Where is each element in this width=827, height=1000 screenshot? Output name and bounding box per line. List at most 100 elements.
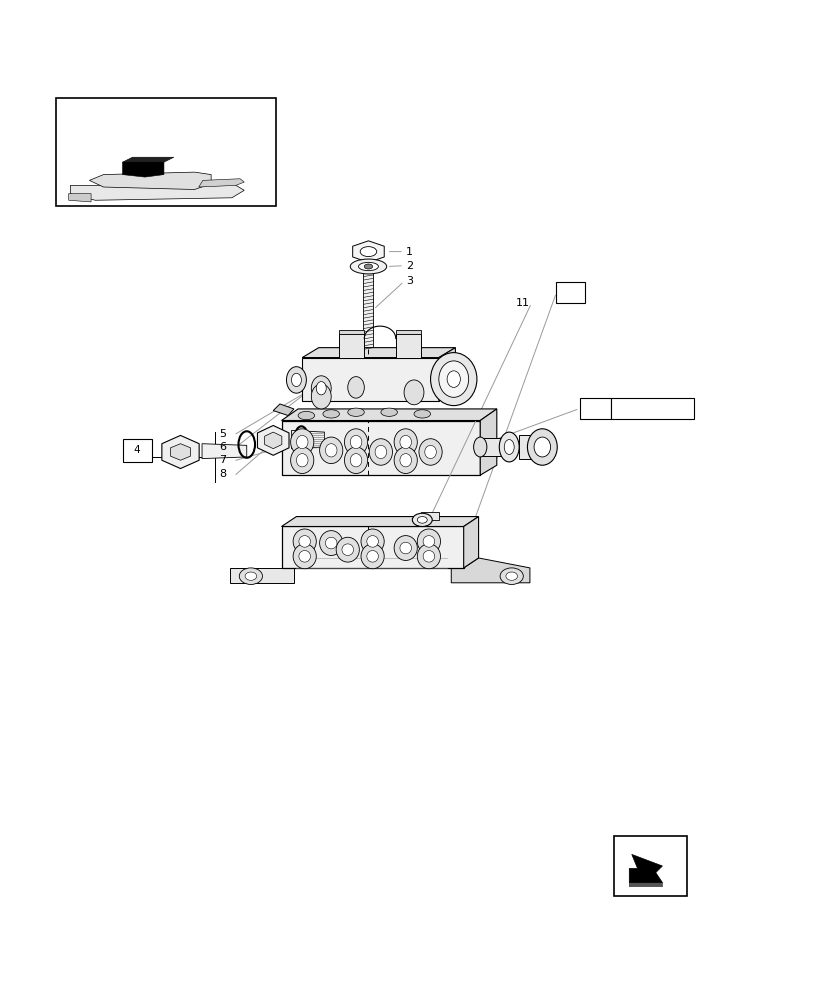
Text: 10: 10 bbox=[588, 404, 601, 414]
Ellipse shape bbox=[291, 373, 301, 387]
Ellipse shape bbox=[325, 537, 337, 549]
Bar bbox=[56, 98, 275, 206]
Ellipse shape bbox=[361, 544, 384, 569]
Ellipse shape bbox=[293, 529, 316, 554]
Ellipse shape bbox=[319, 437, 342, 464]
Text: 3: 3 bbox=[405, 276, 412, 286]
Text: 1.82.7/A: 1.82.7/A bbox=[630, 404, 673, 414]
Ellipse shape bbox=[366, 536, 378, 547]
Bar bbox=[556, 282, 585, 303]
Polygon shape bbox=[629, 873, 662, 887]
Ellipse shape bbox=[430, 353, 476, 406]
Polygon shape bbox=[202, 444, 246, 459]
Polygon shape bbox=[281, 421, 480, 475]
Polygon shape bbox=[519, 435, 542, 459]
Ellipse shape bbox=[404, 380, 423, 405]
Text: 2: 2 bbox=[405, 261, 413, 271]
Ellipse shape bbox=[323, 410, 339, 418]
Ellipse shape bbox=[417, 544, 440, 569]
Ellipse shape bbox=[347, 377, 364, 398]
Polygon shape bbox=[70, 183, 244, 200]
Ellipse shape bbox=[533, 437, 550, 457]
Ellipse shape bbox=[366, 551, 378, 562]
Bar bbox=[610, 398, 693, 419]
Polygon shape bbox=[395, 334, 420, 358]
Bar bbox=[579, 398, 610, 419]
Ellipse shape bbox=[311, 384, 331, 409]
Ellipse shape bbox=[299, 536, 310, 547]
Ellipse shape bbox=[438, 361, 468, 397]
Ellipse shape bbox=[418, 439, 442, 465]
Ellipse shape bbox=[375, 445, 386, 459]
Text: 11: 11 bbox=[515, 298, 529, 308]
Polygon shape bbox=[480, 409, 496, 475]
Ellipse shape bbox=[239, 568, 262, 584]
Text: 5: 5 bbox=[219, 429, 226, 439]
Ellipse shape bbox=[504, 440, 514, 454]
Ellipse shape bbox=[296, 435, 308, 449]
Polygon shape bbox=[463, 517, 478, 568]
Polygon shape bbox=[339, 334, 364, 358]
Ellipse shape bbox=[473, 437, 486, 457]
Polygon shape bbox=[230, 568, 294, 583]
Polygon shape bbox=[281, 526, 463, 568]
Ellipse shape bbox=[394, 429, 417, 455]
Text: 7: 7 bbox=[219, 455, 227, 465]
Polygon shape bbox=[257, 425, 289, 455]
Polygon shape bbox=[302, 358, 438, 401]
Ellipse shape bbox=[296, 454, 308, 467]
Ellipse shape bbox=[336, 537, 359, 562]
Ellipse shape bbox=[350, 454, 361, 467]
Ellipse shape bbox=[299, 551, 310, 562]
Polygon shape bbox=[281, 409, 496, 421]
Ellipse shape bbox=[350, 435, 361, 449]
Ellipse shape bbox=[414, 410, 430, 418]
Ellipse shape bbox=[424, 445, 436, 459]
Polygon shape bbox=[89, 172, 211, 190]
Ellipse shape bbox=[298, 411, 314, 420]
Polygon shape bbox=[420, 512, 438, 520]
Bar bbox=[614, 836, 686, 896]
Text: 6: 6 bbox=[219, 442, 226, 452]
Ellipse shape bbox=[499, 432, 519, 462]
Ellipse shape bbox=[417, 517, 427, 523]
Ellipse shape bbox=[342, 544, 353, 555]
Ellipse shape bbox=[325, 444, 337, 457]
Ellipse shape bbox=[319, 531, 342, 555]
Ellipse shape bbox=[423, 551, 434, 562]
Ellipse shape bbox=[500, 568, 523, 584]
Ellipse shape bbox=[350, 259, 386, 274]
Polygon shape bbox=[302, 348, 455, 358]
Ellipse shape bbox=[394, 447, 417, 474]
Polygon shape bbox=[291, 430, 324, 449]
Ellipse shape bbox=[394, 536, 417, 560]
Text: 8: 8 bbox=[219, 469, 227, 479]
Polygon shape bbox=[265, 432, 281, 449]
Polygon shape bbox=[451, 558, 529, 583]
Text: 1: 1 bbox=[405, 247, 412, 257]
Ellipse shape bbox=[399, 435, 411, 449]
Ellipse shape bbox=[380, 408, 397, 416]
Ellipse shape bbox=[423, 536, 434, 547]
Ellipse shape bbox=[286, 367, 306, 393]
Ellipse shape bbox=[364, 264, 372, 269]
Polygon shape bbox=[363, 273, 373, 349]
Ellipse shape bbox=[344, 429, 367, 455]
Ellipse shape bbox=[311, 376, 331, 401]
Polygon shape bbox=[281, 517, 478, 526]
Bar bbox=[122, 439, 151, 462]
Polygon shape bbox=[629, 854, 662, 883]
Ellipse shape bbox=[245, 572, 256, 580]
Ellipse shape bbox=[447, 371, 460, 387]
Ellipse shape bbox=[290, 429, 313, 455]
Polygon shape bbox=[122, 157, 174, 162]
Ellipse shape bbox=[399, 454, 411, 467]
Ellipse shape bbox=[316, 382, 326, 395]
Polygon shape bbox=[480, 438, 509, 456]
Text: 9: 9 bbox=[566, 288, 574, 298]
Ellipse shape bbox=[361, 529, 384, 554]
Ellipse shape bbox=[505, 572, 517, 580]
Text: 4: 4 bbox=[133, 445, 141, 455]
Polygon shape bbox=[198, 179, 244, 187]
Polygon shape bbox=[273, 404, 294, 416]
